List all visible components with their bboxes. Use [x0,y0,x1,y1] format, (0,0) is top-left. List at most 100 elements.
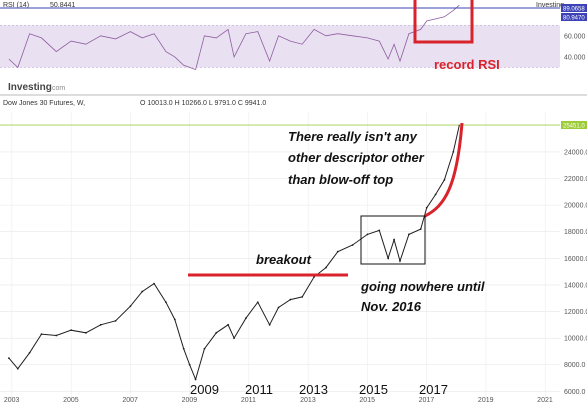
consolidation-box [360,215,426,265]
rsi-tag-2 [561,13,587,21]
price-point [188,363,191,366]
rsi-y-tick: 40.000 [564,54,586,61]
breakout-text: breakout [256,252,312,267]
price-point [85,331,87,334]
rsi-tag-2-text: 80.9470 [563,16,585,22]
price-point [452,151,455,153]
rsi-label: RSI (14) [3,2,29,9]
price-point [434,193,437,196]
ohlc-readout: O 10013.0 H 10266.0 L 9791.0 C 9941.0 [140,100,266,107]
price-y-tick: 22000.0 [564,176,587,183]
price-point [289,298,292,301]
price-point [40,333,43,336]
price-x-tick: 2005 [63,397,79,403]
price-x-tick: 2009 [182,397,198,403]
price-point [407,233,410,236]
price-x-tick: 2021 [537,397,553,403]
price-point [227,323,230,326]
price-y-tick: 8000.0 [564,362,586,369]
price-point [387,257,390,260]
nowhere-text-2: Nov. 2016 [361,299,422,314]
year-label-2011: 2011 [245,382,273,397]
brand-logo: Investing [8,82,52,93]
price-point [165,301,167,304]
price-points [7,124,461,381]
price-x-tick: 2007 [122,397,138,403]
blowoff-text-1: There really isn't any [288,129,418,144]
price-point [419,228,422,230]
price-point [425,206,428,209]
price-x-ticks: 2003 2005 2007 2009 2011 2013 2015 2017 2019 2021 [4,397,553,403]
price-point [325,266,327,269]
price-x-tick: 2015 [359,397,375,403]
price-point [129,305,132,308]
rsi-y-tick: 60.000 [564,33,586,40]
nowhere-text-1: going nowhere until [360,279,485,294]
rsi-band [0,25,560,68]
price-point [393,238,395,241]
rsi-y-ticks: 40.000 60.000 [564,33,586,61]
price-y-tick: 6000.0 [564,389,586,396]
price-x-tick: 2019 [478,397,494,403]
blowoff-curve [424,122,464,218]
rsi-grid [0,24,560,68]
price-point [16,367,19,370]
price-point [114,319,117,322]
price-point [443,178,446,181]
price-y-tick: 18000.0 [564,229,587,236]
price-point [194,378,197,381]
price-point [28,351,31,354]
price-point [366,233,369,236]
price-point [301,296,304,298]
price-y-tick: 10000.0 [564,336,587,343]
last-price-tag-text: 25451.0 [563,124,585,130]
price-point [245,317,247,320]
year-label-2009: 2009 [190,382,219,397]
rsi-tag-top [561,4,587,12]
record-rsi-label: record RSI [434,57,500,72]
price-panel: 6000.0 8000.0 10000.0 12000.0 14000.0 16000.0… [0,100,587,403]
price-point [215,331,218,334]
price-x-tick: 2003 [4,397,20,403]
price-point [173,318,176,321]
price-point [7,357,10,359]
rsi-tag-top-text: 89.0658 [563,7,585,13]
brand-suffix: .com [50,85,65,92]
rsi-series-line [8,4,460,71]
price-x-tick: 2013 [300,397,316,403]
record-rsi-box [413,0,474,44]
blowoff-text-2: other descriptor other [288,150,425,165]
year-label-2013: 2013 [299,382,328,397]
blowoff-text-3: than blow-off top [288,172,393,187]
price-point [277,306,280,309]
price-point [399,260,401,262]
year-label-2015: 2015 [359,382,388,397]
year-label-2017: 2017 [419,382,448,397]
price-x-tick: 2017 [419,397,435,403]
price-y-tick: 12000.0 [564,309,587,316]
price-point [268,323,271,326]
price-y-tick: 20000.0 [564,203,587,210]
price-point [351,244,354,246]
price-point [203,347,206,350]
price-y-tick: 14000.0 [564,282,587,289]
rsi-top-right-note: Investing [536,2,564,9]
price-point [256,301,259,304]
price-point [55,334,58,337]
price-point [153,282,155,285]
rsi-value: 50.8441 [50,2,75,9]
price-x-tick: 2011 [241,397,256,403]
price-point [233,337,235,340]
price-point [336,250,339,253]
price-point [378,229,381,232]
price-point [141,290,144,293]
price-point [70,329,73,332]
price-point [99,323,102,326]
price-y-tick: 24000.0 [564,149,587,156]
price-point [182,347,185,350]
symbol-label: Dow Jones 30 Futures, W, [3,100,85,107]
price-y-tick: 16000.0 [564,256,587,263]
